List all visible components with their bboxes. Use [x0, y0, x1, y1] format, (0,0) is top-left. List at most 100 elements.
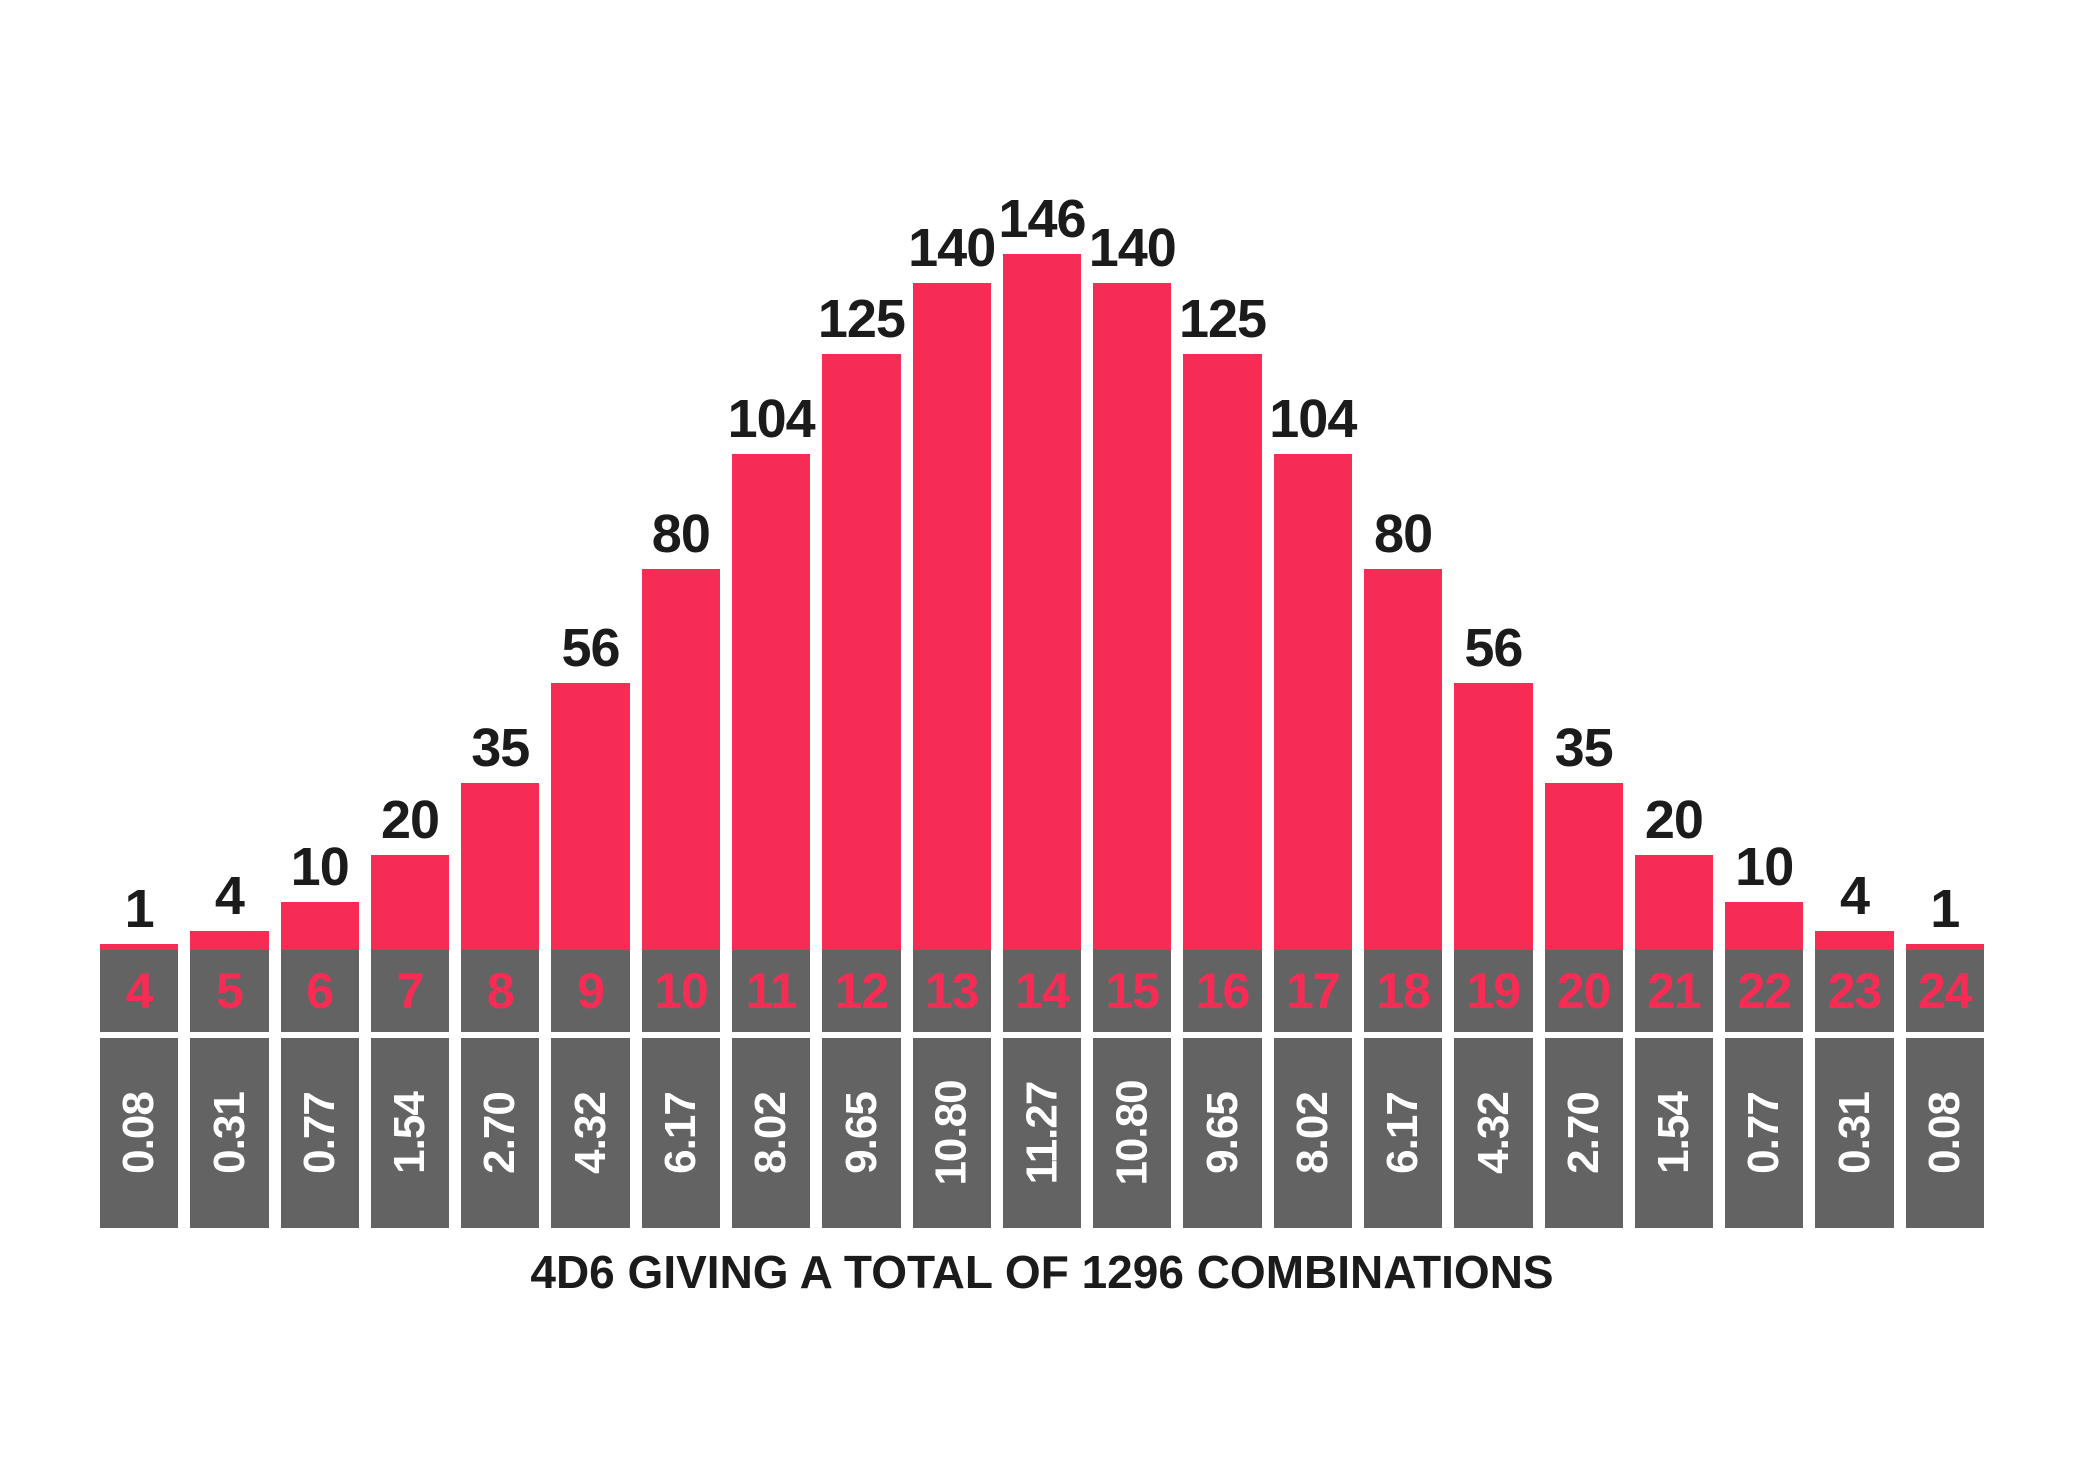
bar-value-label: 140: [1089, 221, 1176, 275]
category-cell: 24: [1906, 950, 1984, 1032]
chart-column: 80: [642, 507, 720, 950]
bar-value-label: 56: [562, 621, 620, 675]
category-cell: 14: [1003, 950, 1081, 1032]
chart-column: 1: [100, 882, 178, 950]
bar-value-label: 80: [1374, 507, 1432, 561]
percentage-cell: 2.70: [1545, 1038, 1623, 1228]
percentage-value: 2.70: [475, 1092, 525, 1174]
chart-column: 80: [1364, 507, 1442, 950]
percentage-value: 0.77: [295, 1092, 345, 1174]
bar: [913, 283, 991, 950]
bar-value-label: 104: [1269, 392, 1356, 446]
chart-column: 56: [1454, 621, 1532, 950]
bar: [371, 855, 449, 950]
percentage-value: 10.80: [1107, 1080, 1157, 1185]
percentage-cell: 0.08: [100, 1038, 178, 1228]
bar: [642, 569, 720, 950]
percentage-cell: 8.02: [1274, 1038, 1352, 1228]
chart-column: 20: [371, 793, 449, 950]
chart-column: 1: [1906, 882, 1984, 950]
percentage-cell: 0.31: [190, 1038, 268, 1228]
category-cell: 12: [822, 950, 900, 1032]
category-cell: 20: [1545, 950, 1623, 1032]
bar: [1364, 569, 1442, 950]
percentage-value: 0.31: [204, 1092, 254, 1174]
percentage-value: 1.54: [1649, 1092, 1699, 1174]
bar-value-label: 104: [728, 392, 815, 446]
bar-value-label: 35: [1555, 721, 1613, 775]
category-cell: 9: [551, 950, 629, 1032]
bar: [1274, 454, 1352, 950]
percentage-value: 8.02: [746, 1092, 796, 1174]
bar-value-label: 10: [1735, 840, 1793, 894]
bar-value-label: 4: [1840, 869, 1869, 923]
percentage-value: 6.17: [656, 1092, 706, 1174]
category-cell: 11: [732, 950, 810, 1032]
percentage-value: 4.32: [566, 1092, 616, 1174]
category-cell: 16: [1183, 950, 1261, 1032]
bar-value-label: 146: [998, 192, 1085, 246]
chart-column: 146: [1003, 192, 1081, 950]
chart-column: 35: [461, 721, 539, 950]
bar-value-label: 35: [471, 721, 529, 775]
chart-column: 10: [281, 840, 359, 950]
bar: [1454, 683, 1532, 950]
percentage-row: 0.08 0.31 0.77 1.54 2.70 4.32 6.17 8.02 9.65 10.8…: [100, 1038, 1984, 1228]
percentage-value: 0.08: [114, 1092, 164, 1174]
percentage-cell: 4.32: [551, 1038, 629, 1228]
category-cell: 8: [461, 950, 539, 1032]
percentage-value: 0.77: [1739, 1092, 1789, 1174]
bar-value-label: 140: [908, 221, 995, 275]
chart-column: 104: [732, 392, 810, 950]
chart-column: 140: [1093, 221, 1171, 950]
bar-value-label: 125: [818, 292, 905, 346]
percentage-cell: 2.70: [461, 1038, 539, 1228]
category-axis-row: 456789101112131415161718192021222324: [100, 950, 1984, 1032]
chart-title: 4D6 GIVING A TOTAL OF 1296 COMBINATIONS: [0, 1245, 2084, 1299]
percentage-value: 9.65: [836, 1092, 886, 1174]
bar: [281, 902, 359, 950]
bar: [732, 454, 810, 950]
chart-column: 10: [1725, 840, 1803, 950]
percentage-cell: 0.31: [1815, 1038, 1893, 1228]
percentage-cell: 4.32: [1454, 1038, 1532, 1228]
bar-value-label: 20: [1645, 793, 1703, 847]
category-cell: 23: [1815, 950, 1893, 1032]
chart-column: 4: [1815, 869, 1893, 950]
bar-value-label: 10: [291, 840, 349, 894]
bar-value-label: 125: [1179, 292, 1266, 346]
percentage-cell: 6.17: [642, 1038, 720, 1228]
percentage-value: 1.54: [385, 1092, 435, 1174]
chart-column: 4: [190, 869, 268, 950]
percentage-value: 10.80: [927, 1080, 977, 1185]
bar: [1093, 283, 1171, 950]
bar: [190, 931, 268, 950]
category-cell: 10: [642, 950, 720, 1032]
category-cell: 21: [1635, 950, 1713, 1032]
percentage-cell: 10.80: [1093, 1038, 1171, 1228]
category-cell: 19: [1454, 950, 1532, 1032]
chart-column: 125: [822, 292, 900, 950]
bar: [1815, 931, 1893, 950]
category-cell: 4: [100, 950, 178, 1032]
chart-column: 125: [1183, 292, 1261, 950]
bar: [1183, 354, 1261, 950]
percentage-value: 0.31: [1829, 1092, 1879, 1174]
percentage-cell: 0.08: [1906, 1038, 1984, 1228]
dice-distribution-chart: 1410203556801041251401461401251048056352…: [100, 180, 1984, 950]
percentage-value: 9.65: [1198, 1092, 1248, 1174]
bar-value-label: 4: [215, 869, 244, 923]
bar: [822, 354, 900, 950]
percentage-value: 2.70: [1559, 1092, 1609, 1174]
percentage-cell: 8.02: [732, 1038, 810, 1228]
chart-column: 20: [1635, 793, 1713, 950]
percentage-cell: 10.80: [913, 1038, 991, 1228]
category-cell: 6: [281, 950, 359, 1032]
percentage-value: 11.27: [1017, 1082, 1067, 1185]
percentage-cell: 0.77: [1725, 1038, 1803, 1228]
percentage-cell: 0.77: [281, 1038, 359, 1228]
category-cell: 13: [913, 950, 991, 1032]
percentage-cell: 1.54: [371, 1038, 449, 1228]
bar: [1003, 254, 1081, 950]
bar: [551, 683, 629, 950]
